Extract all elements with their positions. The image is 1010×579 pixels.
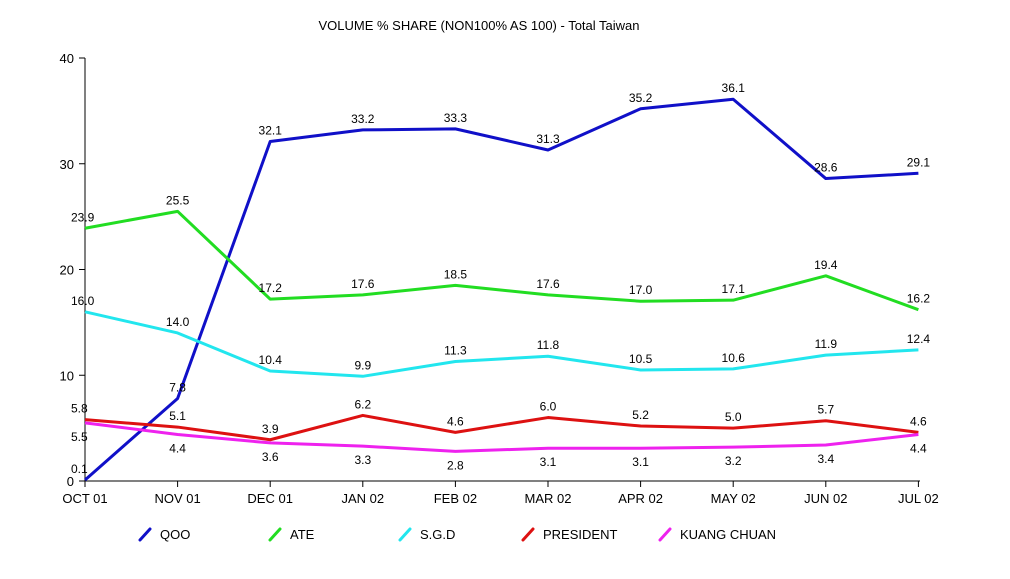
x-tick-label: NOV 01 [154,491,200,506]
data-label: 10.5 [629,352,653,366]
legend-label: KUANG CHUAN [680,527,776,542]
x-tick-label: OCT 01 [62,491,107,506]
data-label: 11.3 [444,344,467,358]
x-tick-label: FEB 02 [434,491,477,506]
legend: QOO ATE S.G.D PRESIDENT KUANG CHUAN [138,527,776,542]
data-label: 33.2 [351,112,375,126]
data-label: 32.1 [259,124,283,138]
x-tick-label: DEC 01 [247,491,293,506]
data-label: 11.9 [815,337,838,351]
y-tick-label: 0 [67,474,74,489]
data-label: 4.6 [447,414,464,428]
data-label: 6.2 [354,397,371,411]
data-label: 28.6 [814,161,838,175]
y-tick-label: 30 [60,157,74,172]
data-label: 16.0 [71,294,95,308]
x-tick-label: JUL 02 [898,491,939,506]
data-label: 3.2 [725,454,742,468]
x-tick-label: APR 02 [618,491,663,506]
series-line-president [84,413,919,442]
data-label: 7.8 [169,381,186,395]
data-label: 10.4 [259,353,283,367]
data-label: 3.9 [262,422,279,436]
data-labels: 0.1 7.8 32.1 33.2 33.3 31.3 35.2 36.1 28.6 29.1 23… [71,81,930,476]
data-label: 5.2 [632,408,649,422]
data-label: 19.4 [814,258,838,272]
data-label: 17.6 [351,277,375,291]
data-label: 16.2 [907,292,931,306]
series-lines [84,97,919,482]
data-label: 3.1 [540,455,557,469]
data-label: 31.3 [536,132,560,146]
data-label: 35.2 [629,91,653,105]
y-tick-label: 20 [60,263,74,278]
x-tick-label: JAN 02 [341,491,384,506]
data-label: 5.7 [817,403,834,417]
y-ticks: 0 10 20 30 40 [60,51,85,489]
data-label: 18.5 [444,267,468,281]
legend-label: S.G.D [420,527,455,542]
data-label: 29.1 [907,155,931,169]
data-label: 4.4 [169,441,186,455]
legend-swatch [268,527,282,542]
data-label: 5.0 [725,410,742,424]
x-tick-label: MAY 02 [711,491,756,506]
legend-label: PRESIDENT [543,527,617,542]
data-label: 36.1 [722,81,746,95]
data-label: 3.3 [354,453,371,467]
data-label: 12.4 [907,332,931,346]
data-label: 10.6 [722,351,746,365]
legend-swatch [521,527,535,542]
data-label: 3.4 [817,452,834,466]
data-label: 5.1 [169,409,186,423]
legend-swatch [398,527,412,542]
data-label: 23.9 [71,210,95,224]
x-ticks: OCT 01 NOV 01 DEC 01 JAN 02 FEB 02 MAR 02 APR … [62,481,939,506]
data-label: 3.1 [632,455,649,469]
series-line-kuang-chuan [84,421,919,453]
x-tick-label: JUN 02 [804,491,847,506]
y-tick-label: 40 [60,51,74,66]
y-tick-label: 10 [60,368,74,383]
chart-title: VOLUME % SHARE (NON100% AS 100) - Total … [318,18,640,33]
data-label: 5.5 [71,430,88,444]
data-label: 14.0 [166,315,190,329]
x-tick-label: MAR 02 [525,491,572,506]
data-label: 9.9 [354,358,371,372]
legend-swatch [658,527,672,542]
data-label: 11.8 [537,338,560,352]
data-label: 4.4 [910,441,927,455]
data-label: 17.1 [722,282,746,296]
data-label: 5.8 [71,402,88,416]
data-label: 33.3 [444,111,468,125]
data-label: 3.6 [262,450,279,464]
data-label: 17.2 [259,281,283,295]
data-label: 2.8 [447,458,464,472]
series-line-s-g-d [84,310,919,378]
data-label: 17.6 [536,277,560,291]
legend-label: ATE [290,527,315,542]
legend-label: QOO [160,527,190,542]
data-label: 6.0 [540,400,557,414]
data-label: 0.1 [71,462,88,476]
data-label: 4.6 [910,414,927,428]
data-label: 25.5 [166,193,190,207]
data-label: 17.0 [629,283,653,297]
series-line-qoo [84,97,919,482]
series-line-ate [84,209,919,312]
legend-swatch [138,527,152,542]
